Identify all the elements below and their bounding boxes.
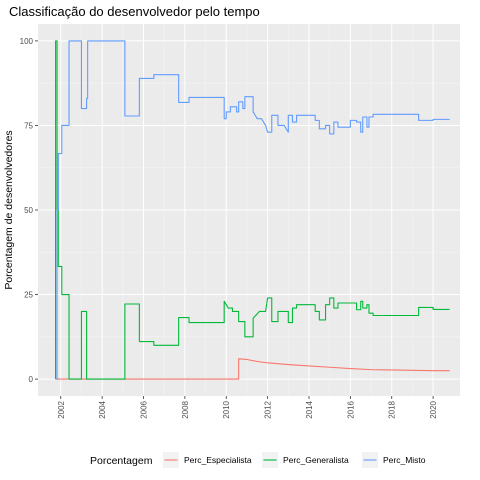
- chart-title: Classificação do desenvolvedor pelo temp…: [9, 4, 260, 19]
- legend: Porcentagem Perc_Especialista Perc_Genera…: [90, 452, 426, 468]
- y-tick-label: 100: [20, 37, 34, 46]
- y-axis-title: Porcentagem de desenvolvedores: [3, 130, 15, 289]
- x-tick-label: 2018: [388, 400, 397, 418]
- x-tick-label: 2006: [140, 400, 149, 418]
- x-tick-label: 2012: [264, 400, 273, 418]
- x-tick-label: 2004: [98, 400, 107, 418]
- y-tick-label: 0: [29, 375, 34, 384]
- plot-area: 0 25 50 75 100 2002 2004 2006 2008 2010 2012 2014 20…: [20, 24, 460, 419]
- legend-title: Porcentagem: [90, 455, 153, 467]
- y-tick-label: 50: [24, 206, 33, 215]
- y-tick-label: 25: [24, 291, 33, 300]
- legend-label: Perc_Generalista: [283, 455, 349, 465]
- x-tick-label: 2010: [222, 400, 231, 418]
- legend-label: Perc_Misto: [383, 455, 426, 465]
- x-tick-label: 2020: [429, 400, 438, 418]
- series-line-3: [55, 40, 450, 380]
- x-tick-label: 2002: [57, 400, 66, 418]
- series-line-2: [55, 40, 450, 380]
- series-line-1: [56, 358, 450, 380]
- y-tick-label: 75: [24, 121, 33, 130]
- x-tick-label: 2016: [346, 400, 355, 418]
- x-tick-label: 2008: [181, 400, 190, 418]
- x-tick-label: 2014: [305, 400, 314, 418]
- legend-label: Perc_Especialista: [184, 455, 252, 465]
